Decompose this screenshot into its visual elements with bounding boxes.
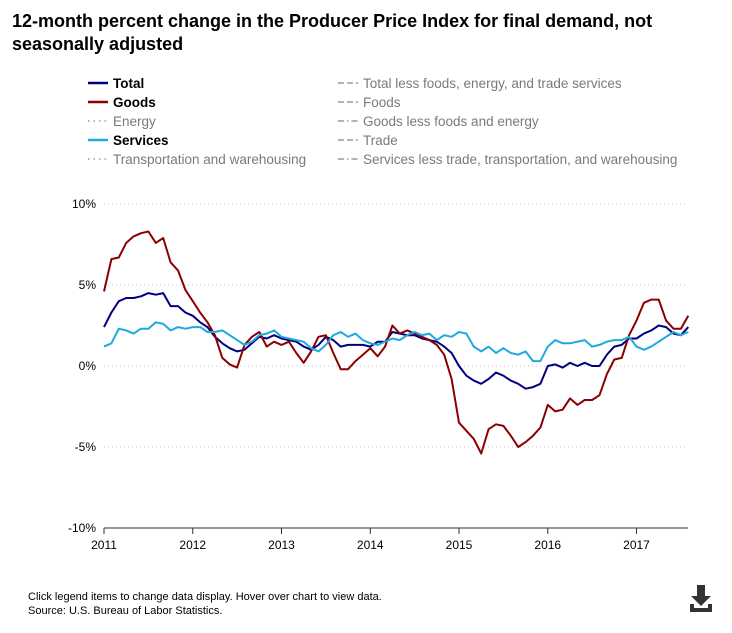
legend-label-transportation-and-warehousing: Transportation and warehousing: [113, 152, 307, 167]
chart-footer: Click legend items to change data displa…: [28, 590, 382, 618]
legend-swatch-energy: [88, 120, 108, 122]
legend-swatch-transportation-and-warehousing: [88, 158, 108, 160]
y-tick-label: -10%: [68, 521, 96, 535]
x-tick-label: 2012: [179, 538, 206, 552]
y-tick-label: 10%: [72, 197, 96, 211]
legend-swatch-goods: [88, 100, 108, 104]
line-chart[interactable]: -10% -5% 0% 5% 10% 2011 2012 2013 2014 2015 2016 20…: [0, 190, 732, 570]
legend-label-energy: Energy: [113, 114, 156, 129]
legend-swatch-total: [88, 81, 108, 85]
series-line-total: [103, 292, 690, 390]
y-tick-label: -5%: [75, 440, 97, 454]
y-tick-label: 0%: [79, 359, 97, 373]
x-tick-label: 2013: [268, 538, 295, 552]
download-button[interactable]: [688, 583, 714, 613]
legend-swatch-foods: [338, 101, 358, 103]
legend-label-foods: Foods: [363, 95, 401, 110]
legend-swatch-trade: [338, 139, 358, 141]
legend-label-goods-less-foods-energy: Goods less foods and energy: [363, 114, 539, 129]
y-tick-label: 5%: [79, 278, 97, 292]
series-line-goods: [103, 230, 690, 455]
x-tick-label: 2016: [534, 538, 561, 552]
series-line-services: [103, 321, 689, 363]
download-icon: [690, 585, 712, 612]
x-tick-label: 2015: [446, 538, 473, 552]
legend-label-goods: Goods: [113, 95, 156, 110]
x-tick-label: 2011: [91, 538, 117, 552]
legend-swatch-goods-less-foods-energy: [338, 120, 358, 122]
legend-label-total-less-foods-energy-trade: Total less foods, energy, and trade serv…: [363, 76, 622, 91]
legend-label-services-less-trade-transportation: Services less trade, transportation, and…: [363, 152, 678, 167]
x-tick-label: 2017: [623, 538, 650, 552]
page-title: 12-month percent change in the Producer …: [12, 11, 653, 54]
chart-instructions: Click legend items to change data displa…: [28, 591, 382, 603]
legend-label-trade: Trade: [363, 133, 398, 148]
legend-swatch-services: [88, 138, 108, 142]
legend-swatch-total-less-foods-energy-trade: [338, 82, 358, 84]
legend-label-services: Services: [113, 133, 169, 148]
legend-label-total: Total: [113, 76, 145, 91]
x-tick-label: 2014: [357, 538, 384, 552]
legend-swatch-services-less-trade-transportation: [338, 158, 358, 160]
chart-source: Source: U.S. Bureau of Labor Statistics.: [28, 605, 223, 617]
